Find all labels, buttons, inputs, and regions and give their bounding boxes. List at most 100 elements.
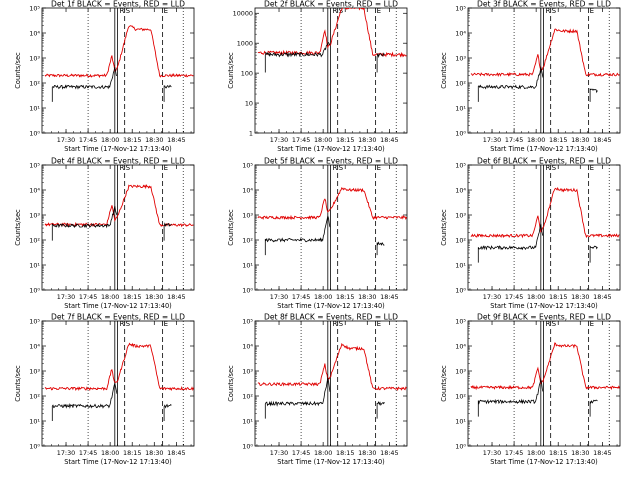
plot-frame	[41, 320, 195, 447]
lld-series-line	[44, 184, 194, 228]
x-tick-label: 17:30	[483, 449, 501, 457]
y-tick-label: 10¹	[455, 261, 466, 269]
events-series-line	[477, 66, 544, 102]
x-tick-label: 18:00	[527, 449, 545, 457]
panel-title: Det 1f BLACK = Events, RED = LLD	[51, 0, 185, 9]
marker-label-mid: S	[339, 320, 344, 328]
x-tick-label: 18:45	[380, 293, 398, 301]
x-tick-label: 18:45	[380, 136, 398, 144]
y-tick-label: 10¹	[455, 104, 466, 112]
y-tick-label: 10⁴	[242, 186, 253, 194]
y-tick-label: 10⁰	[29, 129, 40, 137]
y-axis-label: Counts/sec	[440, 52, 448, 89]
marker-label-right: E	[590, 7, 594, 15]
marker-label-right: E	[377, 164, 381, 172]
x-tick-label: 18:15	[336, 449, 354, 457]
x-tick-label: 18:00	[101, 136, 119, 144]
marker-label-mid: S	[126, 320, 131, 328]
plot-frame	[254, 320, 408, 447]
y-tick-label: 10³	[242, 367, 253, 375]
x-tick-label: 18:45	[593, 136, 611, 144]
x-axis-label: Start Time (17-Nov-12 17:13:40)	[64, 145, 172, 153]
x-tick-label: 18:30	[145, 136, 163, 144]
y-tick-label: 10⁵	[29, 161, 40, 169]
y-tick-label: 10⁴	[29, 186, 40, 194]
y-axis-label: Counts/sec	[440, 209, 448, 246]
y-tick-label: 10¹	[29, 261, 40, 269]
y-tick-label: 10²	[29, 79, 40, 87]
x-axis-label: Start Time (17-Nov-12 17:13:40)	[64, 302, 172, 310]
marker-label-left: R	[545, 164, 550, 172]
y-axis-label: Counts/sec	[227, 52, 235, 89]
x-tick-label: 18:30	[358, 136, 376, 144]
events-series-line	[264, 214, 331, 256]
events-series-line	[477, 223, 544, 263]
x-tick-label: 17:30	[483, 136, 501, 144]
x-tick-label: 18:00	[527, 293, 545, 301]
y-tick-label: 1	[249, 129, 253, 137]
marker-label-right: E	[164, 320, 168, 328]
y-tick-label: 10³	[455, 54, 466, 62]
x-tick-label: 18:15	[336, 293, 354, 301]
x-tick-label: 17:45	[292, 136, 310, 144]
y-tick-label: 10¹	[29, 417, 40, 425]
x-tick-label: 18:15	[549, 449, 567, 457]
y-tick-label: 10⁵	[455, 4, 466, 12]
y-tick-label: 10²	[242, 392, 253, 400]
marker-label-left: R	[332, 164, 337, 172]
marker-label-mid: S	[339, 164, 344, 172]
x-tick-label: 18:30	[571, 293, 589, 301]
x-tick-label: 18:15	[123, 136, 141, 144]
x-tick-label: 18:15	[123, 293, 141, 301]
y-tick-label: 10⁵	[455, 317, 466, 325]
x-tick-label: 17:30	[270, 449, 288, 457]
x-tick-label: 18:30	[571, 449, 589, 457]
marker-label-mid: S	[552, 320, 557, 328]
panel-title: Det 2f BLACK = Events, RED = LLD	[264, 0, 398, 9]
y-axis-label: Counts/sec	[440, 365, 448, 402]
x-tick-label: 17:45	[505, 136, 523, 144]
events-series-line	[589, 399, 598, 417]
x-axis-label: Start Time (17-Nov-12 17:13:40)	[490, 458, 598, 466]
marker-label-right: E	[377, 320, 381, 328]
marker-label-left: R	[332, 7, 337, 15]
marker-label-left: R	[545, 320, 550, 328]
events-series-line	[163, 84, 172, 102]
events-series-line	[264, 377, 331, 419]
events-series-line	[51, 381, 118, 421]
y-tick-label: 10¹	[455, 417, 466, 425]
x-tick-label: 17:45	[292, 449, 310, 457]
y-tick-label: 10⁰	[455, 442, 466, 450]
y-tick-label: 10	[245, 99, 253, 107]
y-tick-label: 10³	[29, 367, 40, 375]
plot-frame	[254, 7, 408, 134]
x-tick-label: 18:30	[358, 449, 376, 457]
lld-series-line	[470, 186, 620, 239]
marker-label-mid: S	[552, 164, 557, 172]
x-tick-label: 17:45	[292, 293, 310, 301]
x-axis-label: Start Time (17-Nov-12 17:13:40)	[277, 302, 385, 310]
x-tick-label: 18:00	[101, 293, 119, 301]
y-tick-label: 10⁵	[29, 4, 40, 12]
y-tick-label: 10²	[29, 236, 40, 244]
y-axis-label: Counts/sec	[227, 209, 235, 246]
y-axis-label: Counts/sec	[14, 365, 22, 402]
panel-title: Det 3f BLACK = Events, RED = LLD	[477, 0, 611, 9]
x-tick-label: 18:30	[358, 293, 376, 301]
x-tick-label: 17:30	[57, 293, 75, 301]
y-tick-label: 10³	[455, 211, 466, 219]
plot-frame	[467, 7, 621, 134]
y-tick-label: 10000	[233, 10, 253, 18]
events-series-line	[376, 401, 385, 419]
y-tick-label: 1000	[237, 40, 253, 48]
x-tick-label: 18:30	[145, 293, 163, 301]
lld-series-line	[257, 186, 407, 221]
x-tick-label: 18:00	[314, 293, 332, 301]
x-tick-label: 18:15	[336, 136, 354, 144]
x-tick-label: 18:45	[167, 136, 185, 144]
y-tick-label: 10⁰	[455, 286, 466, 294]
y-tick-label: 10⁵	[242, 317, 253, 325]
